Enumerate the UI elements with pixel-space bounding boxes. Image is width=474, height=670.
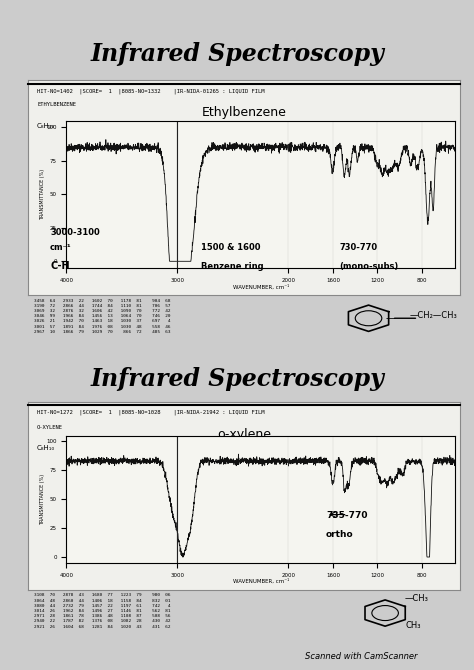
Y-axis label: TRANSMITTANCE (%): TRANSMITTANCE (%) xyxy=(40,169,45,220)
Text: HIT-NO=1272  |SCORE=  1  |8085-NO=1028    |IR-NIDA-21942 : LIQUID FILM: HIT-NO=1272 |SCORE= 1 |8085-NO=1028 |IR-… xyxy=(37,409,264,415)
Text: Benzene ring: Benzene ring xyxy=(201,262,264,271)
X-axis label: WAVENUMBER, cm⁻¹: WAVENUMBER, cm⁻¹ xyxy=(233,579,289,584)
Text: 1500 & 1600: 1500 & 1600 xyxy=(201,243,261,252)
Text: cm⁻¹: cm⁻¹ xyxy=(50,243,72,252)
Text: C₈H₁₀: C₈H₁₀ xyxy=(37,445,55,451)
X-axis label: WAVENUMBER, cm⁻¹: WAVENUMBER, cm⁻¹ xyxy=(233,284,289,289)
Text: —CH₂—CH₃: —CH₂—CH₃ xyxy=(410,311,458,320)
Text: (mono-subs): (mono-subs) xyxy=(339,262,398,271)
Text: 3000-3100: 3000-3100 xyxy=(50,228,100,237)
Text: 3458  64   2933  22   1602  70   1178  81    904  68
3190  72   2866  44   1744 : 3458 64 2933 22 1602 70 1178 81 904 68 3… xyxy=(34,299,170,334)
Y-axis label: TRANSMITTANCE (%): TRANSMITTANCE (%) xyxy=(40,474,45,525)
Text: Ethylbenzene: Ethylbenzene xyxy=(201,106,287,119)
Text: 3108  70   2878  43   1680  77   1223  79    980  06
3064  48   2860  44   1406 : 3108 70 2878 43 1680 77 1223 79 980 06 3… xyxy=(34,594,170,628)
Text: CH₃: CH₃ xyxy=(405,620,420,630)
Text: 730-770: 730-770 xyxy=(339,243,377,252)
Text: HIT-NO=1402  |SCORE=  1  |8085-NO=1332    |IR-NIDA-01265 : LIQUID FILM: HIT-NO=1402 |SCORE= 1 |8085-NO=1332 |IR-… xyxy=(37,89,264,94)
Text: C-H: C-H xyxy=(50,261,70,271)
Text: ETHYLBENZENE: ETHYLBENZENE xyxy=(37,102,76,107)
Text: Scanned with CamScanner: Scanned with CamScanner xyxy=(305,652,417,661)
Text: C₈H₁₀: C₈H₁₀ xyxy=(37,123,55,129)
Text: —: — xyxy=(385,314,395,323)
Text: Infrared Spectroscopy: Infrared Spectroscopy xyxy=(90,366,384,391)
Text: O-XYLENE: O-XYLENE xyxy=(37,425,63,429)
Text: —CH₃: —CH₃ xyxy=(405,594,429,604)
Text: Infrared Spectroscopy: Infrared Spectroscopy xyxy=(90,42,384,66)
Text: o-xylene: o-xylene xyxy=(217,428,271,442)
Text: 735-770: 735-770 xyxy=(326,511,367,521)
Text: ortho: ortho xyxy=(326,530,354,539)
